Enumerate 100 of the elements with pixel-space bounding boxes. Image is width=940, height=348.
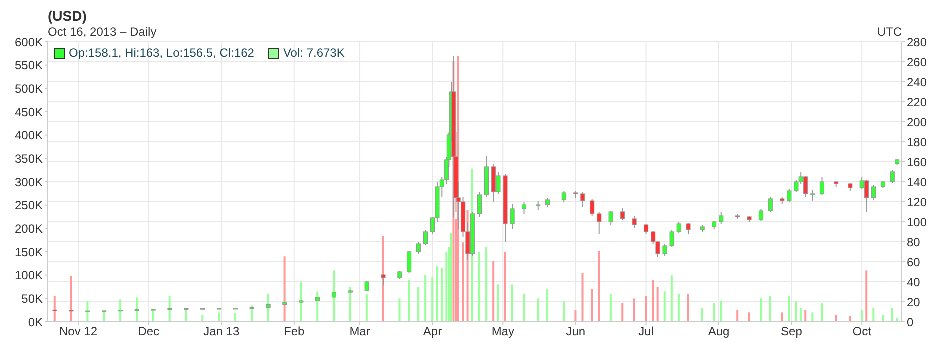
bar [478,252,481,322]
y2-tick-label: 100 [907,215,928,230]
legend-label: Vol: 7.673K [282,46,345,60]
bar [366,294,368,322]
y-tick-label: 550K [14,58,43,73]
chart-subtitle: Oct 16, 2013 – Daily [48,25,157,39]
bar [398,298,401,322]
x-tick-label: Jul [638,324,654,339]
bar [633,298,636,322]
x-tick-label: Mar [350,324,370,339]
bar [891,308,894,322]
bar [720,301,722,322]
candlestick [608,210,614,226]
candlestick [820,176,825,196]
y-tick-label: 400K [14,128,43,143]
bar [591,289,594,322]
y2-tick-label: 120 [907,195,928,210]
candlestick [670,230,674,248]
x-tick-label: Jun [566,324,586,339]
candlestick [810,190,816,202]
y2-tick-label: 40 [907,275,921,290]
bar [436,266,438,322]
x-tick-label: Aug [708,324,730,339]
bar [432,278,434,322]
bar [736,310,739,322]
candlestick [590,198,595,216]
bar [652,280,654,322]
bar [70,276,72,322]
bar [781,312,784,322]
candlestick [510,204,515,230]
y2-tick-label: 240 [907,75,928,90]
bar [678,294,680,322]
y2-tick-label: 20 [907,295,921,310]
chart-title: (USD) [48,8,87,24]
bar [86,301,89,322]
x-tick-label: Feb [284,324,306,339]
bar [218,312,220,322]
bar [300,282,302,322]
bar [120,300,122,322]
x-tick-label: May [492,324,514,339]
bar [769,296,772,322]
bar [622,303,624,322]
x-tick-label: Dec [138,324,160,339]
bar [418,287,420,322]
y-tick-label: 600K [14,35,43,50]
candlestick [758,208,764,222]
bar [492,261,495,322]
y2-tick-label: 280 [907,35,928,50]
y-tick-label: 50K [22,292,43,306]
bar [523,294,526,322]
candlestick [890,170,895,184]
bar [574,310,577,322]
bar [804,310,807,322]
y-tick-label: 150K [14,245,43,260]
bar [440,268,443,322]
y-tick-label: 500K [14,82,43,96]
candlestick [872,184,876,200]
candlestick [662,244,668,256]
candlestick [416,242,421,254]
candlestick [381,274,386,286]
bar [882,315,884,322]
bar [812,312,814,322]
x-tick-label: Jan 13 [204,324,240,339]
y-tick-label: 100K [14,268,43,283]
bar [424,275,427,322]
candlestick [768,196,773,212]
bar [821,303,824,322]
bar [234,314,237,322]
bar [670,275,673,322]
bar [546,289,549,322]
bar [408,280,410,322]
bar [687,294,690,322]
x-tick-label: Oct [852,324,872,339]
legend-label: Op:158.1, Hi:163, Lo:156.5, Cl:162 [68,46,254,60]
candlestick [364,281,370,292]
candlestick [644,224,649,234]
y-tick-label: 350K [14,152,43,166]
bar [701,308,704,322]
candlestick [580,192,586,208]
candlestick [477,192,482,218]
candlestick [597,212,602,234]
y2-tick-label: 260 [907,55,928,70]
candlestick [686,222,691,234]
bar [610,294,612,322]
bar [537,298,540,322]
bar [598,252,600,322]
candlestick [407,250,412,274]
bar [645,296,648,322]
x-tick-label: Apr [423,324,442,339]
bar [760,298,762,322]
bar [450,233,452,322]
bar [872,308,875,322]
candlestick [423,230,428,246]
bar [788,296,790,322]
bar [462,242,464,322]
bar [860,310,863,322]
y-tick-label: 250K [14,198,43,213]
y2-tick-label: 60 [907,255,921,270]
candlestick [562,190,566,202]
bar [202,315,204,322]
